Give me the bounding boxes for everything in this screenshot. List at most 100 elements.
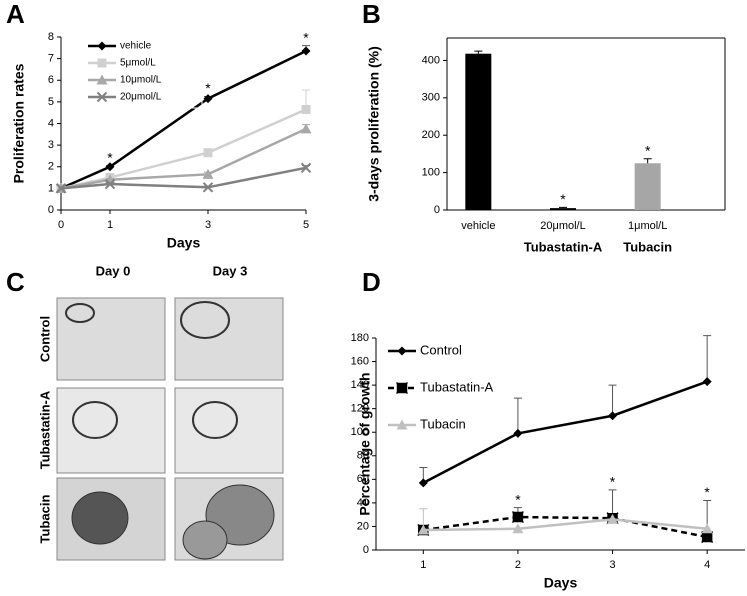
legend-marker — [96, 91, 108, 103]
line — [60, 127, 307, 190]
line — [423, 515, 708, 539]
x-tick-label: 0 — [58, 219, 64, 231]
marker — [607, 513, 619, 524]
y-axis-title: 3-days proliferation (%) — [366, 46, 382, 202]
x-tick-label: 3 — [205, 219, 211, 231]
marker — [300, 162, 312, 174]
error-bar — [703, 335, 712, 382]
group-label: Tubacin — [623, 239, 672, 254]
x-axis-title: Days — [544, 575, 578, 591]
marker — [512, 523, 524, 534]
series — [56, 45, 311, 193]
panel-label: D — [362, 267, 381, 297]
micrograph — [174, 387, 284, 474]
marker — [203, 94, 213, 104]
column-label: Day 0 — [96, 263, 131, 278]
organoid — [65, 303, 95, 323]
x-tick-label: 1 — [107, 219, 113, 231]
organoid — [182, 520, 228, 560]
panel-label: C — [6, 267, 25, 297]
series — [55, 162, 312, 194]
series — [418, 335, 712, 488]
y-tick-label: 80 — [357, 450, 369, 462]
marker — [105, 162, 115, 172]
y-tick-label: 40 — [357, 497, 369, 509]
x-tick-label: 20μmol/L — [540, 220, 585, 232]
error-bar — [608, 384, 617, 416]
x-tick-label: 5 — [303, 219, 309, 231]
y-tick-label: 0 — [363, 544, 369, 556]
annotation: * — [704, 484, 710, 500]
column-label: Day 3 — [213, 263, 248, 278]
legend-marker — [96, 74, 108, 85]
legend-label: 20μmol/L — [120, 92, 162, 103]
annotation: * — [205, 80, 211, 96]
annotation: * — [610, 474, 616, 490]
x-tick-label: 4 — [704, 559, 710, 571]
y-tick-label: 2 — [48, 161, 54, 173]
marker — [608, 411, 618, 421]
annotation: * — [515, 491, 521, 507]
marker — [55, 183, 67, 194]
y-tick-label: 0 — [434, 204, 440, 216]
annotation: * — [560, 191, 566, 207]
y-tick-label: 5 — [48, 96, 54, 108]
organoid — [180, 301, 230, 339]
x-tick-label: 3 — [609, 559, 615, 571]
y-tick-label: 1 — [48, 182, 54, 194]
y-tick-label: 8 — [48, 31, 54, 43]
legend-marker — [395, 381, 409, 395]
micrographs — [56, 297, 284, 561]
y-tick-label: 20 — [357, 520, 369, 532]
organoid — [71, 491, 129, 545]
y-tick-label: 140 — [351, 379, 369, 391]
marker — [701, 531, 714, 544]
row-label: Tubastatin-A — [37, 390, 52, 469]
y-tick-label: 300 — [422, 92, 440, 104]
x-tick-label: 2 — [515, 559, 521, 571]
marker — [301, 46, 311, 56]
line — [60, 166, 307, 190]
micrograph — [56, 387, 166, 474]
group-label: Tubastatin-A — [524, 239, 603, 254]
error-bar — [559, 206, 567, 209]
annotation: * — [645, 142, 651, 158]
bar — [634, 163, 661, 210]
row-label: Control — [37, 316, 52, 362]
marker — [104, 178, 116, 190]
marker — [417, 524, 429, 535]
legend-label: 5μmol/L — [120, 58, 156, 69]
marker — [202, 168, 214, 179]
marker — [418, 478, 428, 488]
legend-box — [81, 35, 203, 109]
panel-label: A — [6, 0, 25, 29]
series — [417, 489, 714, 544]
series — [417, 508, 713, 535]
marker — [301, 104, 311, 114]
organoid — [192, 401, 238, 439]
row-label: Tubacin — [37, 495, 52, 544]
line — [60, 49, 307, 190]
y-tick-label: 60 — [357, 473, 369, 485]
y-tick-label: 120 — [351, 403, 369, 415]
x-tick-label: vehicle — [461, 220, 495, 232]
bar — [465, 53, 492, 211]
legend-marker — [97, 41, 107, 51]
line — [423, 518, 708, 532]
y-tick-label: 200 — [422, 129, 440, 141]
y-tick-label: 3 — [48, 139, 54, 151]
organoid — [72, 401, 118, 439]
marker — [511, 510, 524, 524]
error-bar — [474, 50, 483, 54]
x-axis-title: Days — [167, 235, 201, 251]
legend-label: Tubacin — [420, 416, 466, 431]
marker — [300, 123, 312, 134]
micrograph — [56, 297, 166, 381]
marker — [513, 428, 523, 438]
legend-marker — [97, 58, 107, 68]
y-tick-label: 180 — [351, 332, 369, 344]
x-tick-label: 1 — [420, 559, 426, 571]
legend-marker — [396, 419, 408, 430]
y-tick-label: 100 — [422, 167, 440, 179]
